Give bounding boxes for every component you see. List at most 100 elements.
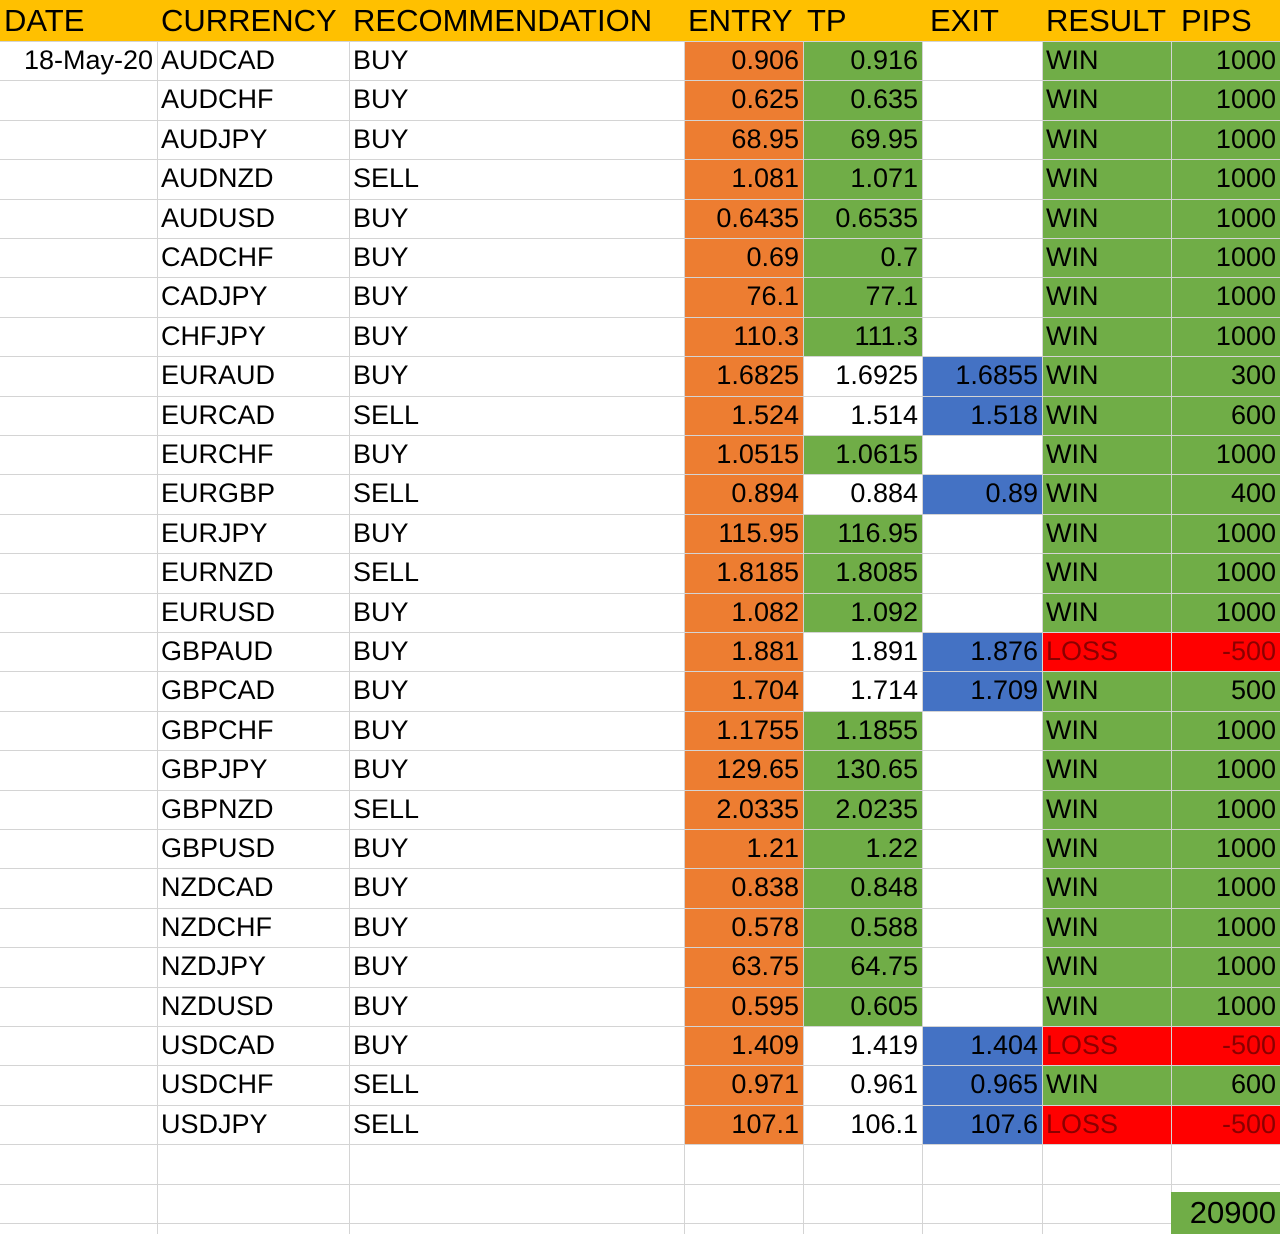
cell-tp[interactable]: 1.1855 bbox=[803, 710, 922, 751]
cell-currency[interactable]: NZDCAD bbox=[161, 872, 274, 903]
cell-pips[interactable]: 1000 bbox=[1171, 829, 1280, 869]
cell-exit[interactable] bbox=[922, 868, 1042, 908]
cell-result[interactable]: WIN bbox=[1042, 198, 1171, 239]
cell-date[interactable] bbox=[0, 159, 157, 199]
cell-currency[interactable]: GBPCAD bbox=[161, 675, 276, 706]
cell-currency[interactable]: GBPNZD bbox=[161, 793, 274, 824]
cell-date[interactable] bbox=[0, 750, 157, 790]
cell-currency[interactable]: EURGBP bbox=[161, 478, 276, 509]
cell-tp[interactable]: 0.588 bbox=[803, 907, 922, 948]
cell-exit[interactable] bbox=[922, 829, 1042, 869]
cell-entry[interactable]: 1.409 bbox=[684, 1026, 803, 1066]
cell-result[interactable]: WIN bbox=[1042, 1065, 1171, 1106]
cell-entry[interactable]: 0.69 bbox=[684, 238, 803, 278]
cell-result[interactable]: WIN bbox=[1042, 829, 1171, 869]
cell-currency[interactable]: CADJPY bbox=[161, 281, 268, 312]
cell-entry[interactable]: 63.75 bbox=[684, 947, 803, 988]
cell-date[interactable]: 18-May-20 bbox=[23, 45, 153, 75]
cell-pips[interactable]: 1000 bbox=[1171, 907, 1280, 948]
cell-date[interactable] bbox=[0, 317, 157, 357]
cell-currency[interactable]: EURNZD bbox=[161, 557, 274, 588]
cell-tp[interactable]: 1.0615 bbox=[803, 435, 922, 475]
cell-exit[interactable] bbox=[922, 711, 1042, 751]
cell-entry[interactable]: 1.082 bbox=[684, 592, 803, 633]
header-tp[interactable]: TP bbox=[803, 0, 922, 41]
cell-exit[interactable]: 107.6 bbox=[922, 1104, 1042, 1145]
cell-date[interactable] bbox=[0, 435, 157, 475]
header-date[interactable]: DATE bbox=[0, 0, 157, 41]
cell-entry[interactable]: 0.578 bbox=[684, 907, 803, 948]
header-entry[interactable]: ENTRY bbox=[684, 0, 803, 41]
cell-pips[interactable]: 1000 bbox=[1171, 750, 1280, 791]
cell-rec[interactable]: BUY bbox=[353, 281, 409, 312]
cell-entry[interactable]: 1.704 bbox=[684, 671, 803, 712]
cell-rec[interactable]: SELL bbox=[353, 399, 420, 430]
cell-currency[interactable]: AUDNZD bbox=[161, 163, 274, 194]
cell-entry[interactable]: 1.1755 bbox=[684, 710, 803, 751]
cell-date[interactable] bbox=[0, 277, 157, 317]
cell-tp[interactable]: 0.884 bbox=[850, 478, 918, 509]
cell-exit[interactable] bbox=[922, 593, 1042, 633]
cell-exit[interactable]: 0.89 bbox=[922, 474, 1042, 515]
cell-date[interactable] bbox=[0, 1026, 157, 1066]
cell-result[interactable]: WIN bbox=[1042, 513, 1171, 554]
cell-pips[interactable]: -500 bbox=[1171, 1104, 1280, 1145]
cell-rec[interactable]: BUY bbox=[353, 1030, 409, 1060]
cell-currency[interactable]: CADCHF bbox=[161, 242, 274, 272]
cell-entry[interactable]: 1.081 bbox=[684, 159, 803, 200]
cell-exit[interactable]: 1.709 bbox=[922, 671, 1042, 712]
cell-date[interactable] bbox=[0, 947, 157, 987]
cell-tp[interactable]: 1.22 bbox=[803, 829, 922, 869]
cell-entry[interactable]: 107.1 bbox=[684, 1104, 803, 1145]
cell-result[interactable]: WIN bbox=[1042, 907, 1171, 948]
cell-tp[interactable]: 0.961 bbox=[850, 1069, 918, 1100]
cell-date[interactable] bbox=[0, 120, 157, 160]
cell-rec[interactable]: SELL bbox=[353, 1108, 420, 1139]
cell-date[interactable] bbox=[0, 711, 157, 751]
cell-result[interactable]: LOSS bbox=[1042, 1104, 1171, 1145]
cell-exit[interactable] bbox=[922, 277, 1042, 317]
header-exit[interactable]: EXIT bbox=[922, 0, 1042, 41]
cell-rec[interactable]: BUY bbox=[353, 242, 409, 272]
cell-pips[interactable]: 300 bbox=[1171, 356, 1280, 397]
cell-pips[interactable]: 500 bbox=[1171, 671, 1280, 712]
cell-tp[interactable]: 77.1 bbox=[803, 277, 922, 318]
header-currency[interactable]: CURRENCY bbox=[157, 0, 349, 41]
cell-exit[interactable]: 0.965 bbox=[922, 1065, 1042, 1106]
cell-rec[interactable]: BUY bbox=[353, 45, 409, 75]
cell-pips[interactable]: 400 bbox=[1171, 474, 1280, 515]
cell-rec[interactable]: BUY bbox=[353, 320, 409, 351]
cell-result[interactable]: WIN bbox=[1042, 159, 1171, 200]
cell-currency[interactable]: USDCAD bbox=[161, 1030, 276, 1060]
cell-exit[interactable] bbox=[922, 317, 1042, 357]
cell-pips[interactable]: 1000 bbox=[1171, 277, 1280, 318]
cell-entry[interactable]: 0.595 bbox=[684, 986, 803, 1027]
cell-rec[interactable]: BUY bbox=[353, 951, 409, 982]
cell-exit[interactable] bbox=[922, 908, 1042, 948]
cell-tp[interactable]: 1.071 bbox=[803, 159, 922, 200]
cell-pips[interactable]: 600 bbox=[1171, 395, 1280, 436]
cell-result[interactable]: WIN bbox=[1042, 356, 1171, 397]
cell-tp[interactable]: 0.848 bbox=[803, 868, 922, 909]
cell-rec[interactable]: BUY bbox=[353, 84, 409, 115]
cell-entry[interactable]: 0.838 bbox=[684, 868, 803, 909]
cell-tp[interactable]: 130.65 bbox=[803, 750, 922, 791]
cell-exit[interactable]: 1.518 bbox=[922, 395, 1042, 436]
cell-currency[interactable]: GBPAUD bbox=[161, 636, 274, 666]
cell-date[interactable] bbox=[0, 790, 157, 830]
cell-date[interactable] bbox=[0, 238, 157, 278]
cell-pips[interactable]: 1000 bbox=[1171, 513, 1280, 554]
cell-tp[interactable]: 0.916 bbox=[803, 41, 922, 81]
cell-entry[interactable]: 0.971 bbox=[684, 1065, 803, 1106]
cell-rec[interactable]: SELL bbox=[353, 1069, 420, 1100]
cell-currency[interactable]: EURJPY bbox=[161, 517, 268, 548]
cell-pips[interactable]: 600 bbox=[1171, 1065, 1280, 1106]
cell-entry[interactable]: 68.95 bbox=[684, 119, 803, 160]
cell-result[interactable]: WIN bbox=[1042, 435, 1171, 475]
cell-date[interactable] bbox=[0, 868, 157, 908]
cell-currency[interactable]: NZDCHF bbox=[161, 911, 272, 942]
header-recommendation[interactable]: RECOMMENDATION bbox=[349, 0, 684, 41]
header-result[interactable]: RESULT bbox=[1042, 0, 1171, 41]
cell-tp[interactable]: 69.95 bbox=[803, 119, 922, 160]
cell-exit[interactable] bbox=[922, 750, 1042, 790]
